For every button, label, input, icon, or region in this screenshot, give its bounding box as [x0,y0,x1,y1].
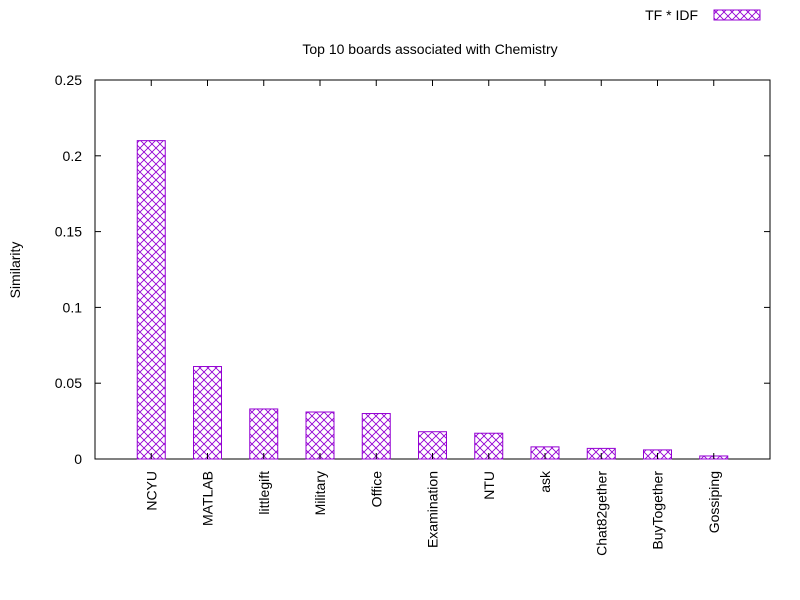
x-tick-label: MATLAB [200,471,216,526]
x-tick-label: NCYU [143,471,159,511]
legend-swatch [713,9,761,21]
bar-office [361,413,391,460]
bars [136,140,729,460]
x-tick-label: Military [312,471,328,515]
y-tick-label: 0.25 [55,72,82,88]
x-tick-label: NTU [481,471,497,500]
x-tick-label: ask [537,470,553,493]
x-tick-label: littlegift [256,471,272,515]
bar-ncyu [136,140,166,460]
y-tick-label: 0.2 [63,148,83,164]
legend-label: TF * IDF [645,7,698,23]
x-axis: NCYU MATLAB littlegift Military Office Examin… [143,80,722,556]
bar-littlegift [249,408,279,460]
y-axis-label: Similarity [7,242,23,299]
x-tick-label: BuyTogether [650,471,666,550]
x-tick-label: Gossiping [706,471,722,533]
x-tick-label: Office [368,471,384,508]
y-tick-label: 0.15 [55,224,82,240]
y-tick-label: 0.05 [55,375,82,391]
y-axis: 0 0.05 0.1 0.15 0.2 0.25 [55,72,770,467]
x-tick-label: Chat82gether [593,471,609,556]
x-tick-label: Examination [425,471,441,548]
y-tick-label: 0 [74,451,82,467]
bar-military [305,411,335,460]
y-tick-label: 0.1 [63,299,83,315]
chart-title: Top 10 boards associated with Chemistry [302,41,557,57]
bar-matlab [193,366,222,460]
